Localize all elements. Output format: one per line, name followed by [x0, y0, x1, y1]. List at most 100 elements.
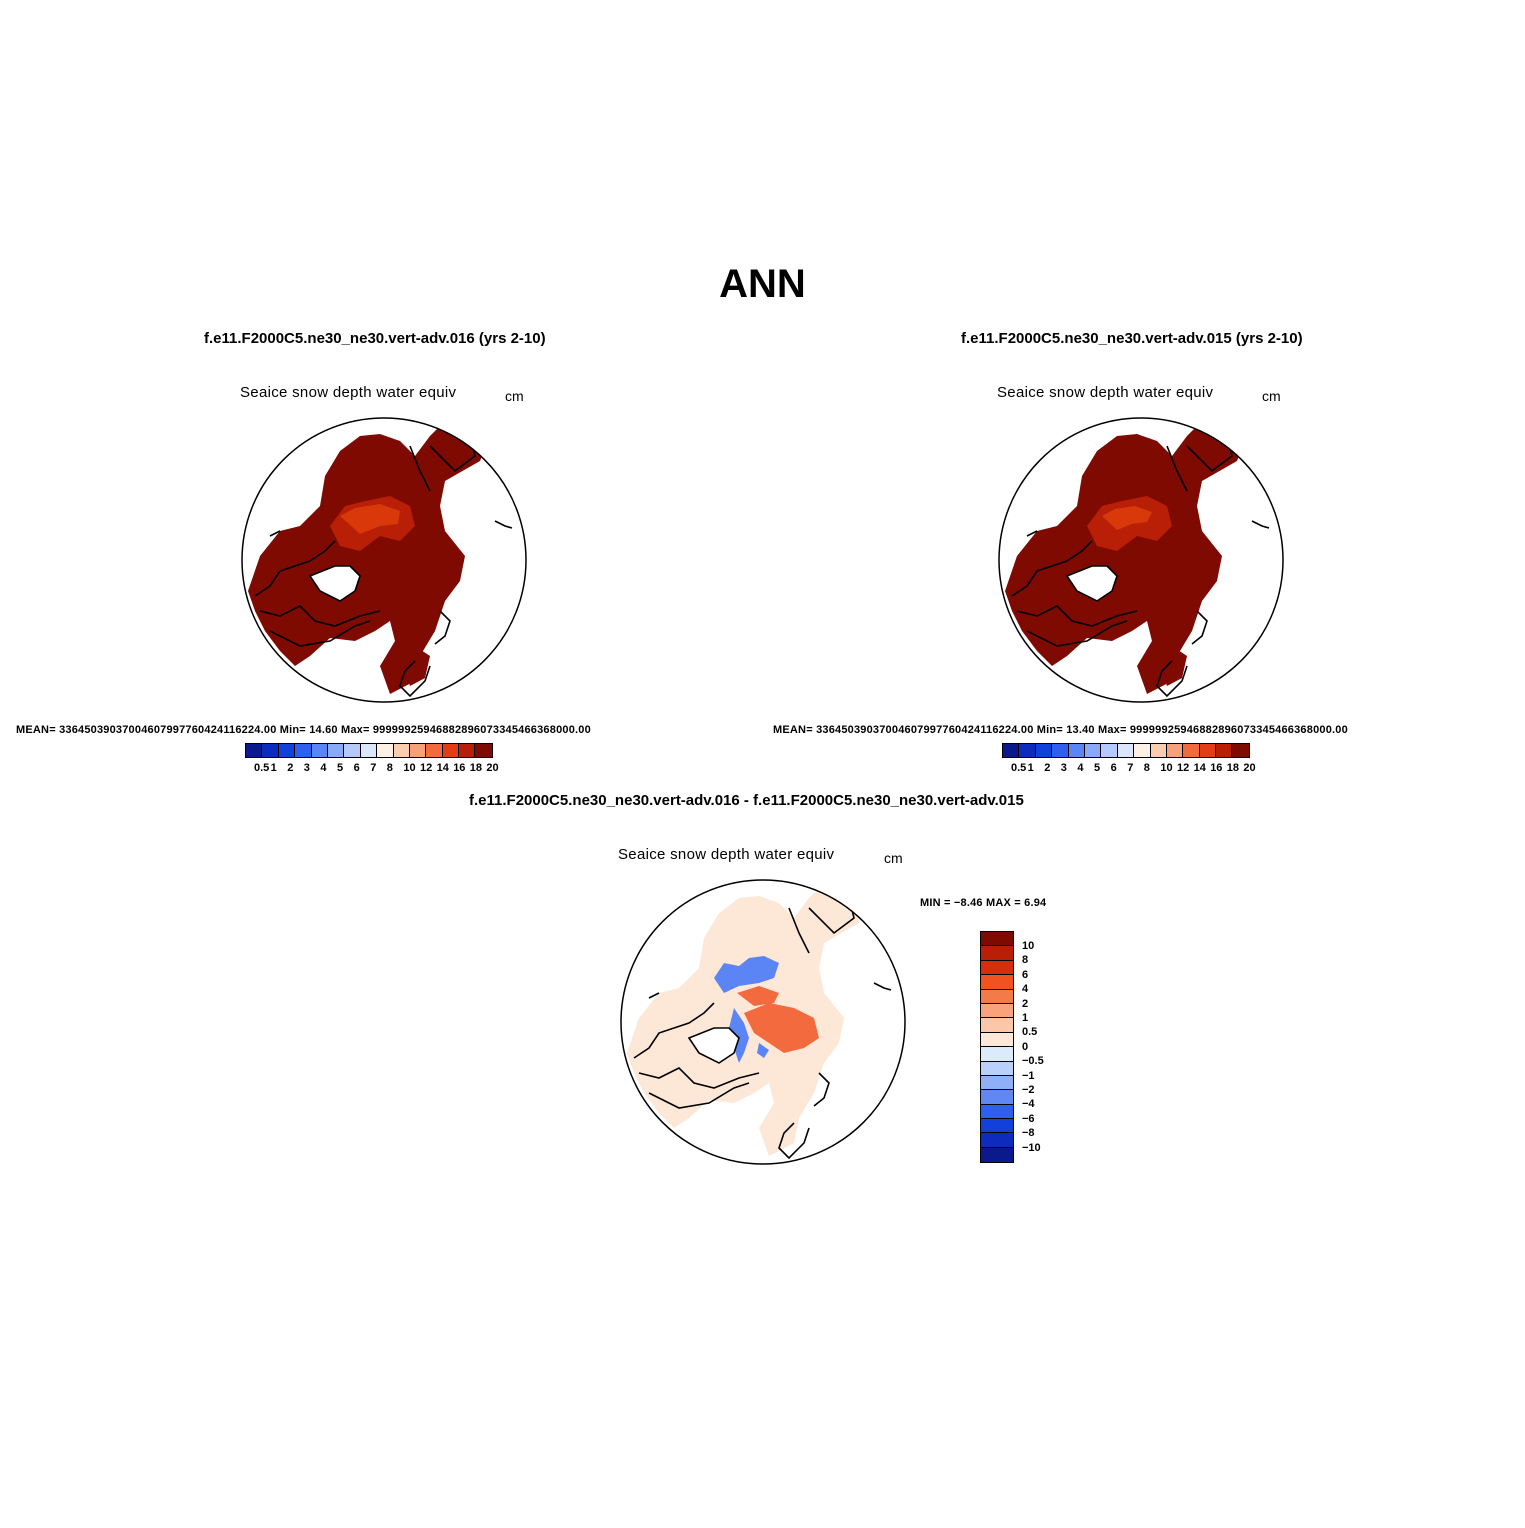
panel-b-colorbar-tick-label: 14 [1193, 762, 1206, 774]
panel-a-field [248, 418, 490, 694]
diff-colorbar-swatch [981, 1018, 1013, 1033]
panel-b-variable-label: Seaice snow depth water equiv [997, 384, 1214, 401]
diff-case-title: f.e11.F2000C5.ne30_ne30.vert-adv.016 - f… [469, 792, 1024, 809]
panel-b-colorbar-tick-label: 20 [1243, 762, 1256, 774]
diff-colorbar-tick-label: 10 [1022, 940, 1035, 952]
panel-b-colorbar-swatch [1117, 744, 1135, 757]
panel-a-colorbar-swatch [393, 744, 410, 757]
diff-colorbar-swatch [981, 975, 1013, 990]
panel-a-colorbar-tick-label: 2 [287, 762, 294, 774]
panel-b-colorbar-tick-label: 7 [1127, 762, 1134, 774]
diff-colorbar-tick-label: −10 [1022, 1141, 1041, 1154]
panel-a-colorbar-swatch [295, 744, 312, 757]
diff-colorbar-tick-label: −1 [1022, 1069, 1035, 1082]
diff-colorbar-swatch [981, 1032, 1013, 1048]
panel-b-field [1005, 418, 1247, 694]
diff-colorbar-swatch [981, 932, 1013, 947]
panel-b-colorbar-tick-label: 2 [1044, 762, 1051, 774]
diff-colorbar-tick-label: 0 [1022, 1040, 1029, 1053]
panel-a-coastlines [254, 435, 513, 698]
panel-b-colorbar-tick-label: 4 [1077, 762, 1084, 774]
panel-b-colorbar-swatch [1166, 744, 1184, 757]
panel-a-colorbar-swatch [409, 744, 427, 757]
panel-b-colorbar-swatch [1035, 744, 1053, 757]
diff-colorbar-tick-label: −2 [1022, 1084, 1035, 1096]
diff-coastlines [633, 897, 892, 1160]
panel-a-colorbar-tick-label: 4 [320, 762, 327, 774]
panel-a-map-boundary [241, 417, 527, 703]
diff-colorbar-swatch [981, 960, 1013, 976]
panel-b-units: cm [1262, 388, 1281, 404]
diff-minmax: MIN = −8.46 MAX = 6.94 [920, 897, 1047, 909]
diff-colorbar-swatch [981, 1133, 1013, 1148]
panel-a-colorbar-tick-label: 0.5 [254, 762, 270, 774]
panel-b-colorbar-tick-label: 1 [1027, 762, 1034, 774]
panel-b-colorbar-swatch [1134, 744, 1151, 757]
panel-a-colorbar-tick-label: 12 [420, 762, 433, 774]
panel-b-colorbar-swatch [1068, 744, 1085, 757]
diff-colorbar-tick-label: 2 [1022, 997, 1029, 1010]
panel-b-colorbar-tick-label: 10 [1160, 762, 1173, 774]
panel-a-colorbar [245, 743, 493, 758]
diff-colorbar-swatch [981, 1119, 1013, 1134]
panel-a-colorbar-tick-label: 3 [303, 762, 310, 774]
panel-a-colorbar-swatch [344, 744, 361, 757]
panel-a-colorbar-tick-label: 8 [386, 762, 393, 774]
diff-colorbar-swatch [981, 1147, 1013, 1163]
panel-a-colorbar-tick-label: 18 [469, 762, 483, 774]
panel-a-stats: MEAN= 33645039037004607997760424116224.0… [16, 724, 591, 736]
panel-a-colorbar-swatch [246, 744, 263, 757]
panel-a-colorbar-swatch [459, 744, 476, 757]
panel-b-colorbar-tick-label: 3 [1060, 762, 1067, 774]
diff-colorbar-tick-label: −8 [1022, 1127, 1035, 1140]
panel-a-colorbar-swatch [475, 744, 492, 757]
panel-b-colorbar-swatch [1084, 744, 1102, 757]
panel-a-colorbar-swatch [327, 744, 345, 757]
figure-title: ANN [719, 262, 806, 306]
panel-a-variable-label: Seaice snow depth water equiv [240, 384, 457, 401]
diff-map-boundary [620, 879, 906, 1165]
diff-colorbar-tick-label: 6 [1022, 968, 1029, 981]
diff-field [627, 880, 869, 1156]
panel-b-colorbar-tick-label: 12 [1177, 762, 1190, 774]
diff-colorbar-tick-label: 0.5 [1022, 1026, 1038, 1039]
panel-a-colorbar-tick-label: 16 [453, 762, 466, 774]
diff-colorbar-swatch [981, 1075, 1013, 1091]
panel-b-colorbar-swatch [1232, 744, 1249, 757]
diff-units: cm [884, 850, 903, 866]
panel-b-colorbar-tick-label: 18 [1226, 762, 1240, 774]
panel-b-colorbar-swatch [1199, 744, 1217, 757]
panel-b-colorbar-tick-label: 6 [1110, 762, 1117, 774]
panel-b-colorbar-tick-label: 5 [1094, 762, 1101, 774]
panel-a-colorbar-tick-label: 10 [403, 762, 416, 774]
panel-b-colorbar [1002, 743, 1250, 758]
panel-a-polar-map [241, 417, 527, 703]
panel-b-colorbar-swatch [1216, 744, 1233, 757]
diff-colorbar-tick-label: 1 [1022, 1012, 1029, 1024]
diff-colorbar-swatch [981, 1090, 1013, 1105]
panel-b-colorbar-swatch [1150, 744, 1167, 757]
panel-b-coastlines [1011, 435, 1270, 698]
panel-b-colorbar-swatch [1003, 744, 1020, 757]
diff-colorbar-swatch [981, 1047, 1013, 1062]
diff-colorbar-swatch [981, 1003, 1013, 1019]
panel-a-colorbar-tick-label: 14 [436, 762, 449, 774]
diff-colorbar-tick-label: −0.5 [1022, 1055, 1044, 1068]
panel-a-units: cm [505, 388, 524, 404]
diff-colorbar-tick-label: −4 [1022, 1098, 1035, 1111]
panel-b-colorbar-tick-label: 0.5 [1011, 762, 1027, 774]
diff-colorbar-tick-label: −6 [1022, 1112, 1035, 1125]
diff-colorbar [980, 931, 1014, 1164]
panel-a-colorbar-tick-label: 7 [370, 762, 377, 774]
panel-a-colorbar-tick-label: 1 [270, 762, 277, 774]
diff-variable-label: Seaice snow depth water equiv [618, 846, 835, 863]
panel-a-colorbar-swatch [278, 744, 296, 757]
panel-b-colorbar-swatch [1019, 744, 1036, 757]
panel-b-map-boundary [998, 417, 1284, 703]
panel-b-colorbar-swatch [1101, 744, 1118, 757]
diff-colorbar-ticks: 10 8 6 4 2 1 0.5 0 −0.5 −1 −2 −4 −6 −8 −10 [1018, 931, 1078, 1171]
diff-colorbar-swatch [981, 1104, 1013, 1120]
diff-colorbar-tick-label: 4 [1022, 983, 1029, 996]
panel-a-colorbar-swatch [426, 744, 443, 757]
diff-colorbar-tick-label: 8 [1022, 954, 1029, 967]
